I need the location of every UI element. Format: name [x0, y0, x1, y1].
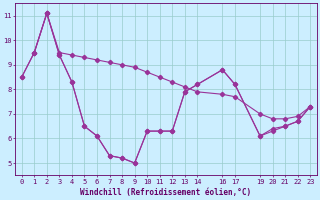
- X-axis label: Windchill (Refroidissement éolien,°C): Windchill (Refroidissement éolien,°C): [80, 188, 252, 197]
